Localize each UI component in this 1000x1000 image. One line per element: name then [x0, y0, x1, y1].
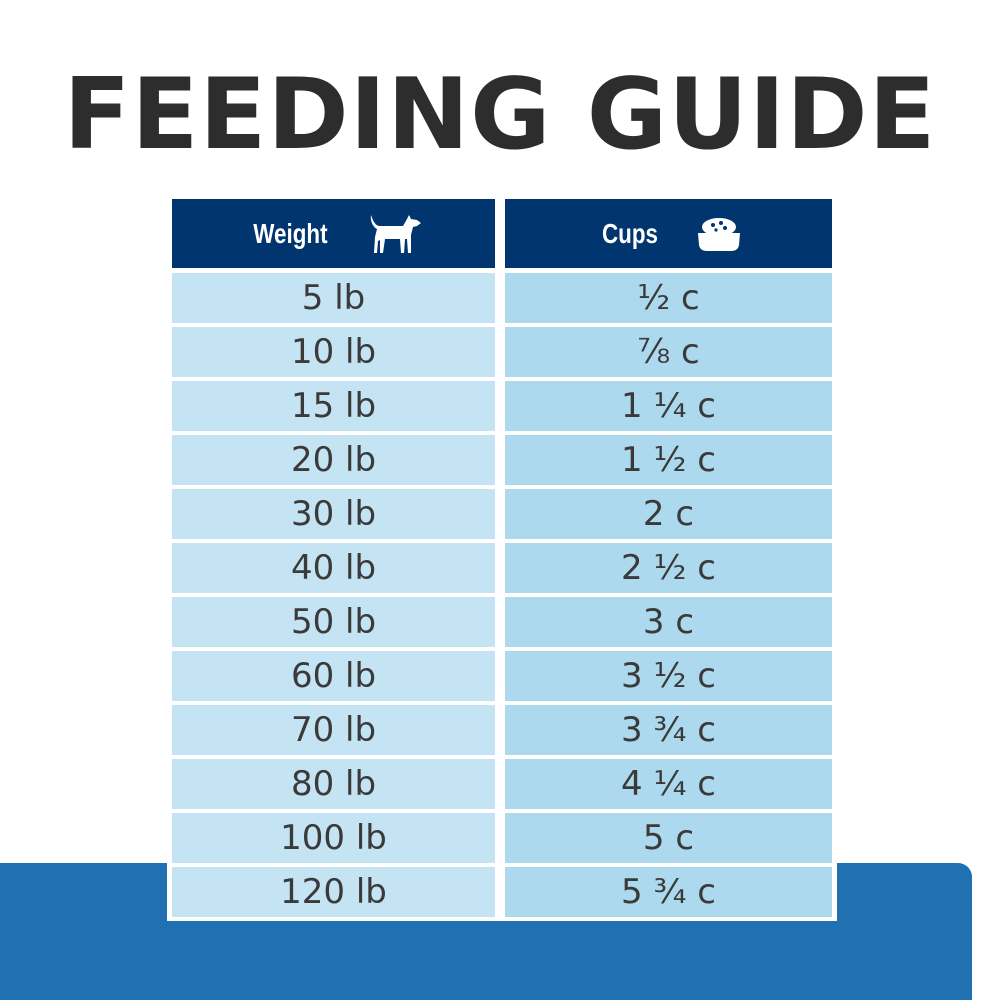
weight-cell: 15 lb [172, 381, 495, 431]
weight-cell: 10 lb [172, 327, 495, 377]
cups-cell: ⅞ c [505, 327, 832, 377]
header-weight-label: Weight [253, 217, 328, 249]
cups-cell: 5 c [505, 813, 832, 863]
food-bowl-icon [697, 217, 740, 251]
weight-cell: 80 lb [172, 759, 495, 809]
weight-cell: 120 lb [172, 867, 495, 917]
cups-cell: 2 c [505, 489, 832, 539]
weight-cell: 5 lb [172, 273, 495, 323]
cups-cell: 5 ¾ c [505, 867, 832, 917]
weight-cell: 100 lb [172, 813, 495, 863]
cups-cell: 3 ½ c [505, 651, 832, 701]
weight-cell: 30 lb [172, 489, 495, 539]
cups-cell: 3 ¾ c [505, 705, 832, 755]
cups-cell: 1 ½ c [505, 435, 832, 485]
cups-cell: 4 ¼ c [505, 759, 832, 809]
cups-cell: 3 c [505, 597, 832, 647]
weight-cell: 40 lb [172, 543, 495, 593]
cups-cell: 2 ½ c [505, 543, 832, 593]
header-cups-label: Cups [601, 217, 658, 249]
weight-cell: 70 lb [172, 705, 495, 755]
feeding-table: Weight Cups 5 lb ½ c 10 lb ⅞ c 15 lb 1 ¼ c 20 … [167, 194, 837, 921]
weight-cell: 20 lb [172, 435, 495, 485]
weight-cell: 60 lb [172, 651, 495, 701]
page-title: FEEDING GUIDE [63, 58, 937, 172]
cups-cell: ½ c [505, 273, 832, 323]
header-weight: Weight [172, 199, 495, 268]
dog-icon [370, 214, 421, 253]
weight-cell: 50 lb [172, 597, 495, 647]
cups-cell: 1 ¼ c [505, 381, 832, 431]
header-cups: Cups [505, 199, 832, 268]
